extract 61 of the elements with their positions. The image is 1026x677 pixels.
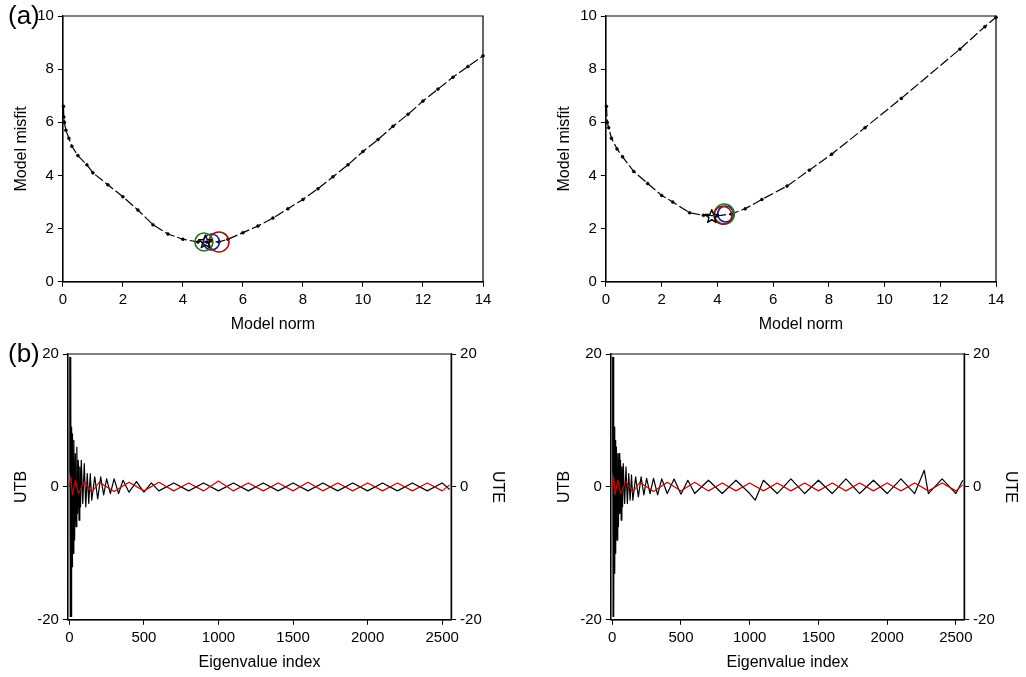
y-tick-label: 6	[588, 112, 597, 130]
y2-tick-label: -20	[973, 609, 995, 627]
x-tick-label: 2500	[425, 627, 459, 645]
x-axis-title: Eigenvalue index	[198, 652, 321, 670]
y-tick-label: 2	[588, 218, 597, 236]
x-tick-label: 14	[474, 289, 492, 307]
x-tick-label: 8	[824, 289, 833, 307]
x-axis-title: Eigenvalue index	[726, 652, 849, 670]
x-tick-label: 12	[931, 289, 949, 307]
x-tick-label: 500	[668, 627, 694, 645]
x-tick-label: 0	[608, 627, 617, 645]
x-tick-label: 500	[131, 627, 157, 645]
text: (b)	[8, 338, 40, 369]
y-tick-label: 10	[37, 6, 54, 24]
x-tick-label: 1000	[733, 627, 767, 645]
y2-tick-label: -20	[460, 609, 482, 627]
x-tick-label: 2500	[939, 627, 973, 645]
y-tick-label: 4	[45, 165, 54, 183]
y-tick-label: 8	[588, 59, 597, 77]
y2-tick-label: 20	[460, 344, 477, 362]
y-tick-label: -20	[580, 609, 602, 627]
x-tick-label: 4	[178, 289, 188, 307]
x-tick-label: 8	[298, 289, 308, 307]
x-tick-label: 6	[238, 289, 248, 307]
y-tick-label: 0	[593, 477, 602, 495]
y-tick-label: 10	[580, 6, 597, 24]
x-axis-title: Model norm	[758, 314, 844, 332]
x-tick-label: 0	[65, 627, 74, 645]
y-tick-label: 8	[45, 59, 54, 77]
y-tick-label: 4	[588, 165, 597, 183]
y-axis-title: UTB	[12, 470, 30, 503]
x-tick-label: 1500	[801, 627, 836, 645]
y-axis-title: UTB	[555, 470, 573, 503]
x-tick-label: 12	[414, 289, 432, 307]
y2-axis-title: UTE	[489, 470, 507, 503]
y-axis-title: Model misfit	[555, 105, 573, 192]
x-tick-label: 10	[354, 289, 372, 307]
y-tick-label: 2	[45, 218, 54, 236]
x-tick-label: 1000	[201, 627, 236, 645]
y-tick-label: -20	[37, 609, 59, 627]
y-axis-title: Model misfit	[12, 105, 30, 192]
x-tick-label: 2	[118, 289, 128, 307]
x-tick-label: 6	[768, 289, 778, 307]
x-tick-label: 2000	[350, 627, 385, 645]
y-tick-label: 6	[45, 112, 54, 130]
y2-tick-label: 0	[460, 477, 469, 495]
y2-tick-label: 0	[973, 477, 982, 495]
x-tick-label: 14	[987, 289, 1005, 307]
x-tick-label: 4	[713, 289, 722, 307]
x-tick-label: 2000	[870, 627, 904, 645]
y2-tick-label: 20	[973, 344, 990, 362]
x-tick-label: 10	[876, 289, 893, 307]
x-tick-label: 1500	[276, 627, 310, 645]
y-tick-label: 20	[585, 344, 602, 362]
x-tick-label: 2	[657, 289, 666, 307]
y-tick-label: 0	[50, 477, 59, 495]
y-tick-label: 20	[42, 344, 59, 362]
y-tick-label: 0	[45, 271, 54, 289]
y-tick-label: 0	[588, 271, 597, 289]
y2-axis-title: UTE	[1002, 470, 1020, 503]
x-axis-title: Model norm	[230, 314, 316, 332]
